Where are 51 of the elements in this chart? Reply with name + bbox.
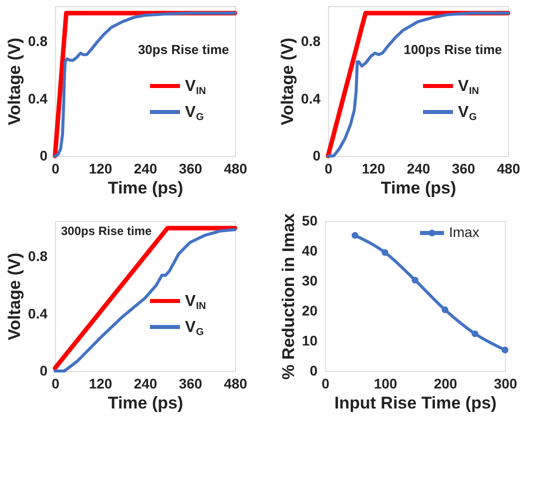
- y-tick-label: 50: [302, 212, 318, 228]
- y-tick-label: 10: [302, 332, 318, 348]
- x-tick-label: 300: [494, 376, 518, 392]
- annotation: 100ps Rise time: [404, 42, 502, 57]
- y-tick-label: 0.4: [301, 90, 321, 106]
- y-tick-label: 0.4: [28, 90, 48, 106]
- x-axis-title: Time (ps): [108, 178, 184, 198]
- y-axis-title: % Reduction in Imax: [278, 212, 298, 380]
- x-axis-title: Time (ps): [108, 394, 184, 412]
- y-axis-title: Voltage (V): [5, 38, 24, 126]
- y-tick-label: 0.8: [301, 33, 321, 50]
- y-tick-label: 0: [40, 362, 48, 378]
- x-tick-label: 240: [134, 376, 158, 392]
- annotation: 300ps Rise time: [61, 224, 152, 238]
- point: [352, 232, 358, 239]
- x-tick-label: 0: [52, 376, 60, 392]
- y-tick-label: 20: [302, 302, 318, 318]
- x-tick-label: 200: [434, 376, 458, 392]
- y-tick-label: 0: [312, 148, 321, 164]
- point: [502, 346, 508, 354]
- x-tick-label: 120: [88, 376, 112, 392]
- point: [442, 306, 448, 314]
- y-tick-label: 0.8: [28, 248, 48, 264]
- point: [472, 330, 478, 338]
- x-tick-label: 480: [224, 160, 248, 176]
- y-tick-label: 0.8: [28, 33, 48, 50]
- x-axis-title: Time (ps): [380, 178, 456, 198]
- x-tick-label: 120: [362, 160, 386, 176]
- y-tick-label: 0: [40, 148, 48, 164]
- point: [412, 276, 418, 284]
- annotation: 30ps Rise time: [138, 42, 229, 57]
- x-tick-label: 240: [134, 160, 158, 176]
- x-tick-label: 480: [224, 376, 248, 392]
- x-tick-label: 0: [324, 160, 333, 176]
- x-tick-label: 120: [88, 160, 112, 176]
- y-tick-label: 0: [310, 362, 318, 378]
- y-tick-label: 40: [302, 242, 318, 258]
- x-tick-label: 100: [374, 376, 398, 392]
- y-tick-label: 30: [302, 272, 318, 288]
- x-tick-label: 360: [452, 160, 476, 176]
- x-tick-label: 240: [406, 160, 430, 176]
- y-axis-title: Voltage (V): [278, 38, 298, 126]
- y-axis-title: Voltage (V): [5, 252, 24, 340]
- x-tick-label: 360: [178, 160, 202, 176]
- x-tick-label: 360: [178, 376, 202, 392]
- legend-label: Imax: [449, 224, 480, 240]
- y-tick-label: 0.4: [28, 305, 48, 322]
- x-tick-label: 0: [52, 160, 60, 176]
- point: [382, 249, 388, 256]
- x-tick-label: 480: [496, 160, 520, 176]
- x-axis-title: Input Rise Time (ps): [334, 394, 497, 412]
